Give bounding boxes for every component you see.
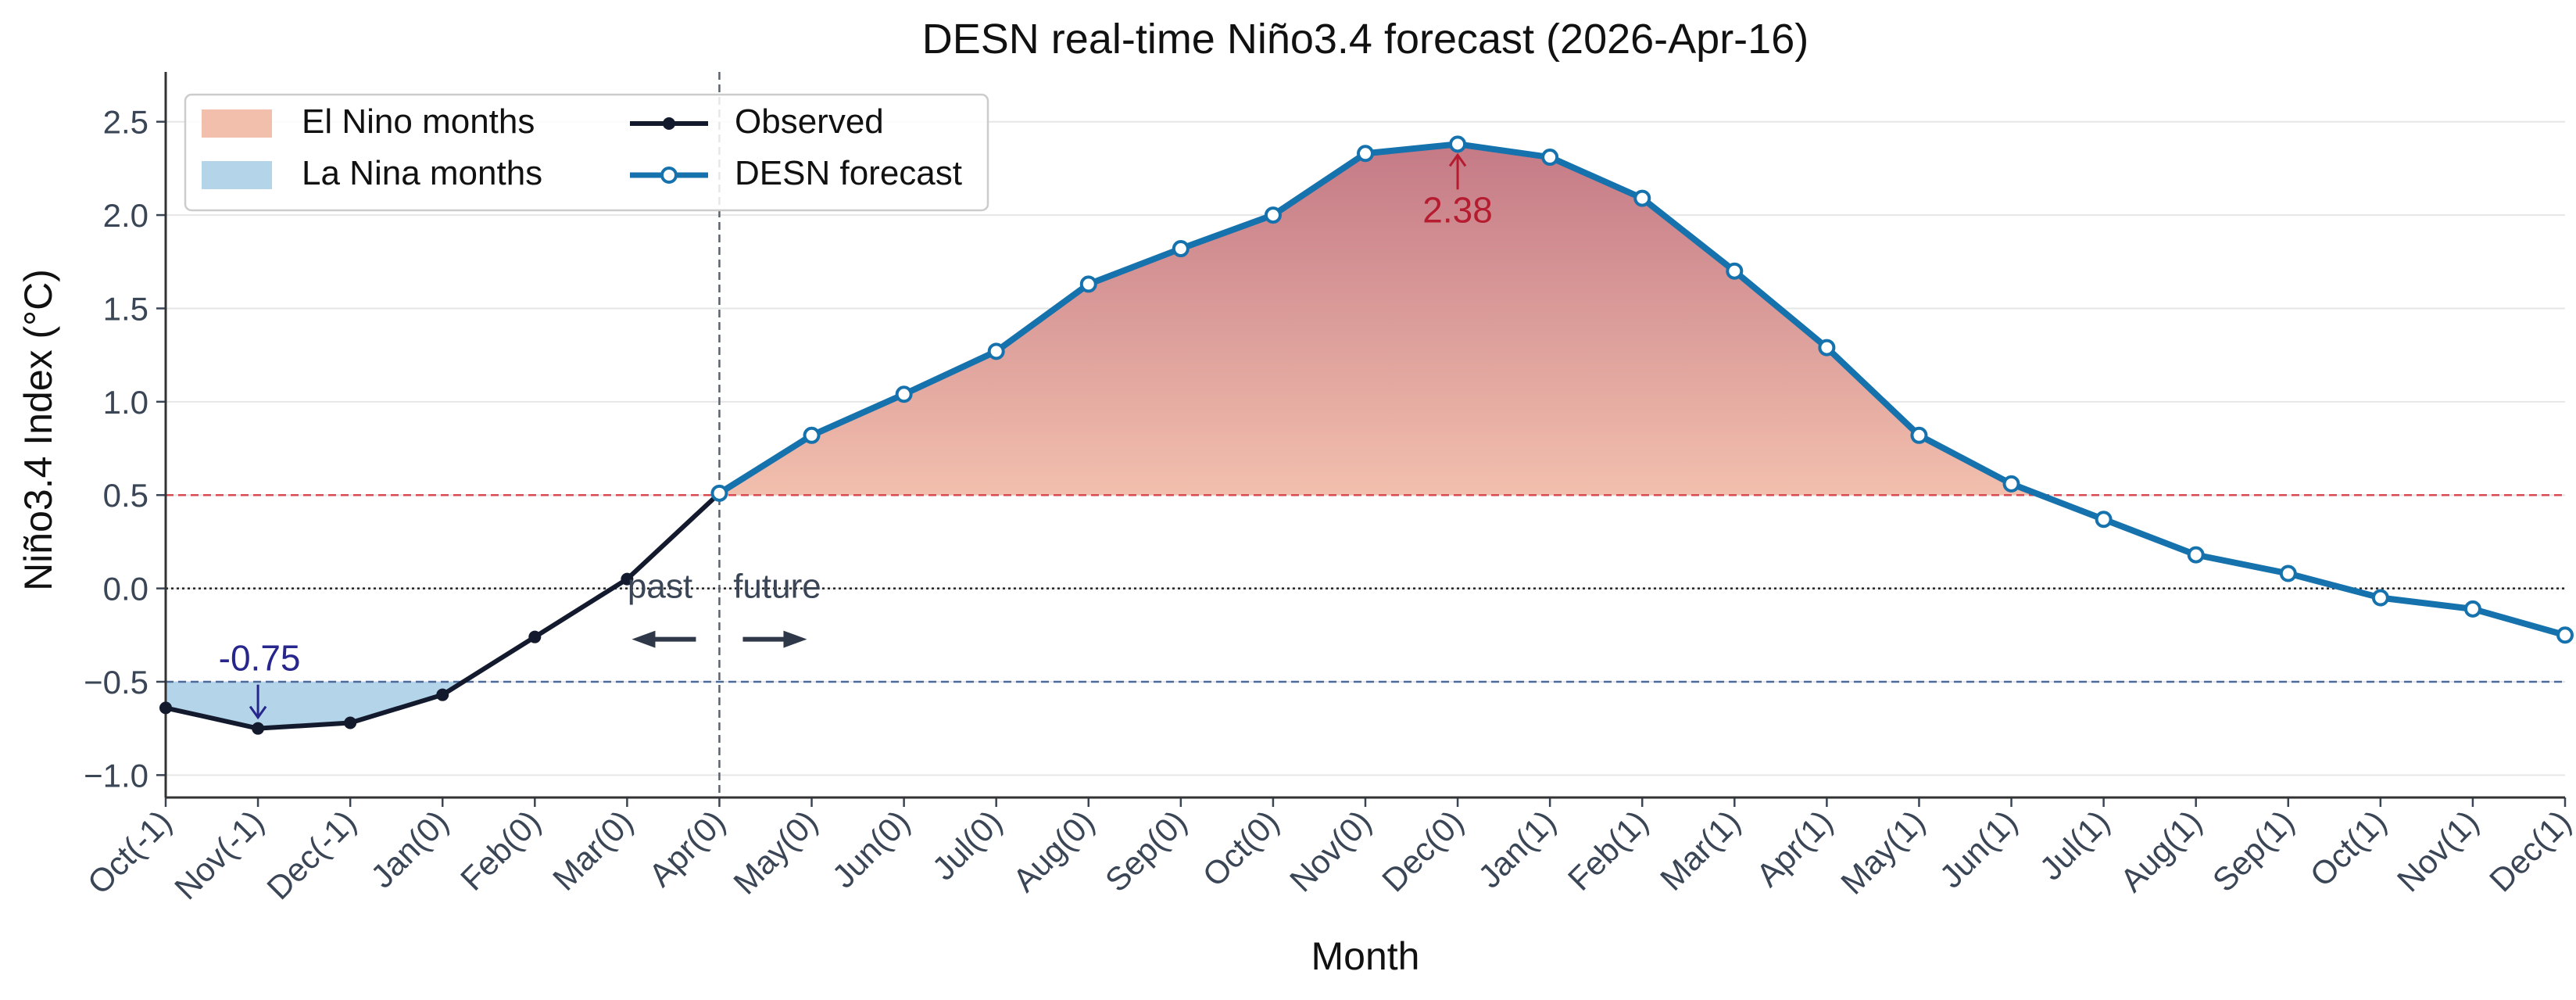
- future-arrow-head: [783, 630, 807, 648]
- future-label: future: [733, 568, 821, 606]
- y-tick-label: −0.5: [84, 664, 148, 701]
- forecast-point: [1449, 135, 1467, 153]
- legend-forecast-marker: [660, 167, 678, 184]
- forecast-point: [1818, 339, 1836, 357]
- legend-la-nina-swatch: [202, 161, 272, 189]
- anomaly-fills: [166, 144, 2041, 729]
- observed-point: [528, 630, 542, 643]
- y-axis-title: Niño3.4 Index (°C): [16, 269, 60, 591]
- x-axis-title: Month: [1311, 934, 1420, 978]
- forecast-point: [2095, 511, 2113, 529]
- observed-point: [344, 716, 357, 729]
- y-tick-label: 2.5: [103, 104, 148, 141]
- chart-title: DESN real-time Niño3.4 forecast (2026-Ap…: [922, 16, 1809, 63]
- y-tick-label: 1.5: [103, 290, 148, 327]
- forecast-point: [1357, 145, 1374, 163]
- forecast-point: [2556, 626, 2574, 644]
- forecast-point: [895, 385, 913, 403]
- y-tick-label: −1.0: [84, 757, 148, 794]
- forecast-point: [1172, 240, 1190, 258]
- legend-observed-marker: [663, 117, 675, 130]
- series: [159, 135, 2574, 735]
- legend: El Nino months La Nina months Observed D…: [184, 93, 989, 212]
- y-tick-label: 0.0: [103, 571, 148, 608]
- forecast-point: [2463, 600, 2481, 618]
- forecast-point: [2002, 475, 2020, 493]
- observed-point: [159, 701, 172, 715]
- observed-point: [436, 688, 449, 701]
- annotations: 2.38 -0.75 past future: [219, 152, 1493, 720]
- peak-arrow-head: [1448, 152, 1467, 167]
- el-nino-fill: [717, 144, 2041, 496]
- past-label: past: [628, 568, 692, 606]
- trough-arrow-head: [249, 705, 267, 720]
- forecast-point: [1079, 275, 1097, 293]
- forecast-point: [1264, 206, 1282, 224]
- y-tick-label: 1.0: [103, 384, 148, 421]
- forecast-point: [2187, 546, 2205, 564]
- forecast-point: [2371, 589, 2389, 607]
- forecast-point: [1726, 262, 1744, 280]
- forecast-point: [1633, 189, 1651, 207]
- forecast-point: [1910, 426, 1928, 444]
- legend-el-nino-label: El Nino months: [302, 102, 535, 141]
- reference-lines: [166, 72, 2565, 797]
- legend-box: [184, 93, 989, 212]
- y-tick-label: 2.0: [103, 197, 148, 234]
- y-tick-label: 0.5: [103, 477, 148, 514]
- la-nina-fill: [166, 681, 463, 729]
- forecast-point: [987, 342, 1005, 360]
- peak-label: 2.38: [1422, 189, 1493, 230]
- observed-point: [252, 722, 265, 735]
- forecast-point: [2279, 565, 2297, 582]
- past-arrow-head: [631, 630, 656, 648]
- trough-label: -0.75: [219, 638, 301, 679]
- forecast-point: [803, 426, 821, 444]
- forecast-point: [1541, 149, 1559, 167]
- legend-el-nino-swatch: [202, 109, 272, 138]
- observed-point: [621, 572, 634, 586]
- legend-observed-label: Observed: [735, 102, 884, 141]
- legend-la-nina-label: La Nina months: [302, 154, 542, 192]
- forecast-point: [710, 484, 728, 502]
- legend-forecast-label: DESN forecast: [735, 154, 962, 192]
